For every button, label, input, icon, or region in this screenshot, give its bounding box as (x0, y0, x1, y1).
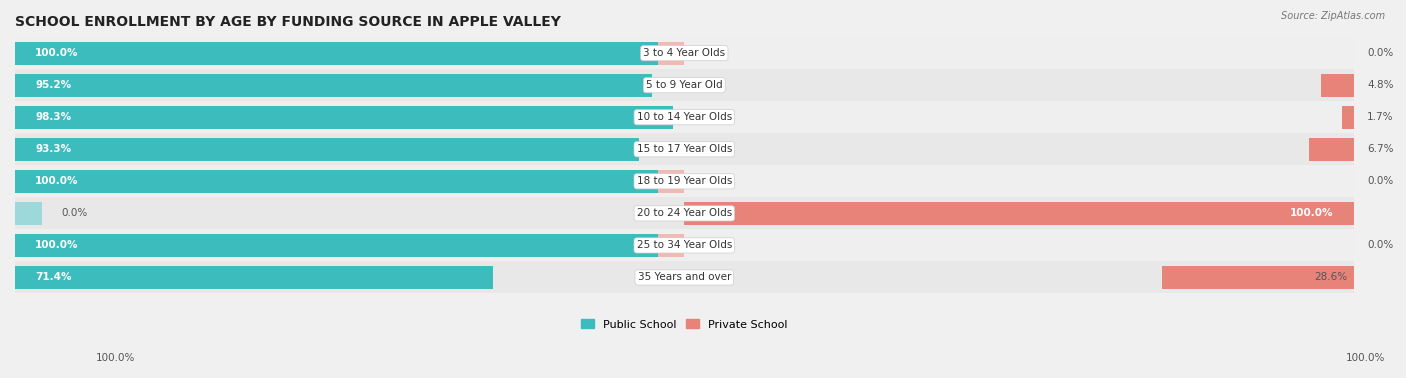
Bar (1163, 266, 1354, 289)
Text: 18 to 19 Year Olds: 18 to 19 Year Olds (637, 176, 733, 186)
Text: 6.7%: 6.7% (1367, 144, 1393, 154)
Bar (658, 42, 685, 65)
Bar (658, 234, 685, 257)
Bar (15, 234, 685, 257)
Text: 0.0%: 0.0% (62, 208, 89, 218)
Bar (15, 101, 1354, 133)
Text: 3 to 4 Year Olds: 3 to 4 Year Olds (643, 48, 725, 58)
Text: 100.0%: 100.0% (1346, 353, 1385, 363)
Bar (15, 202, 42, 225)
Text: 0.0%: 0.0% (1367, 176, 1393, 186)
Text: 95.2%: 95.2% (35, 80, 72, 90)
Text: 93.3%: 93.3% (35, 144, 72, 154)
Bar (15, 74, 652, 97)
Text: 4.8%: 4.8% (1367, 80, 1393, 90)
Bar (15, 133, 1354, 165)
Text: 25 to 34 Year Olds: 25 to 34 Year Olds (637, 240, 733, 250)
Text: 28.6%: 28.6% (1313, 273, 1347, 282)
Bar (15, 262, 1354, 293)
Text: 20 to 24 Year Olds: 20 to 24 Year Olds (637, 208, 733, 218)
Text: 100.0%: 100.0% (35, 48, 79, 58)
Text: 35 Years and over: 35 Years and over (637, 273, 731, 282)
Bar (685, 202, 1354, 225)
Bar (15, 42, 685, 65)
Bar (15, 138, 640, 161)
Bar (15, 229, 1354, 262)
Text: SCHOOL ENROLLMENT BY AGE BY FUNDING SOURCE IN APPLE VALLEY: SCHOOL ENROLLMENT BY AGE BY FUNDING SOUR… (15, 15, 561, 29)
Text: 10 to 14 Year Olds: 10 to 14 Year Olds (637, 112, 733, 122)
Bar (1309, 138, 1354, 161)
Bar (15, 69, 1354, 101)
Bar (15, 165, 1354, 197)
Text: 0.0%: 0.0% (1367, 48, 1393, 58)
Bar (1322, 74, 1354, 97)
Bar (15, 37, 1354, 69)
Bar (15, 106, 673, 129)
Text: 15 to 17 Year Olds: 15 to 17 Year Olds (637, 144, 733, 154)
Text: 5 to 9 Year Old: 5 to 9 Year Old (645, 80, 723, 90)
Bar (15, 197, 1354, 229)
Text: 100.0%: 100.0% (1291, 208, 1333, 218)
Legend: Public School, Private School: Public School, Private School (576, 315, 792, 334)
Bar (1343, 106, 1354, 129)
Text: 1.7%: 1.7% (1367, 112, 1393, 122)
Bar (658, 170, 685, 193)
Bar (15, 266, 494, 289)
Text: 100.0%: 100.0% (35, 176, 79, 186)
Bar (15, 170, 685, 193)
Text: 71.4%: 71.4% (35, 273, 72, 282)
Text: 100.0%: 100.0% (96, 353, 135, 363)
Text: 100.0%: 100.0% (35, 240, 79, 250)
Text: 98.3%: 98.3% (35, 112, 72, 122)
Text: 0.0%: 0.0% (1367, 240, 1393, 250)
Text: Source: ZipAtlas.com: Source: ZipAtlas.com (1281, 11, 1385, 21)
